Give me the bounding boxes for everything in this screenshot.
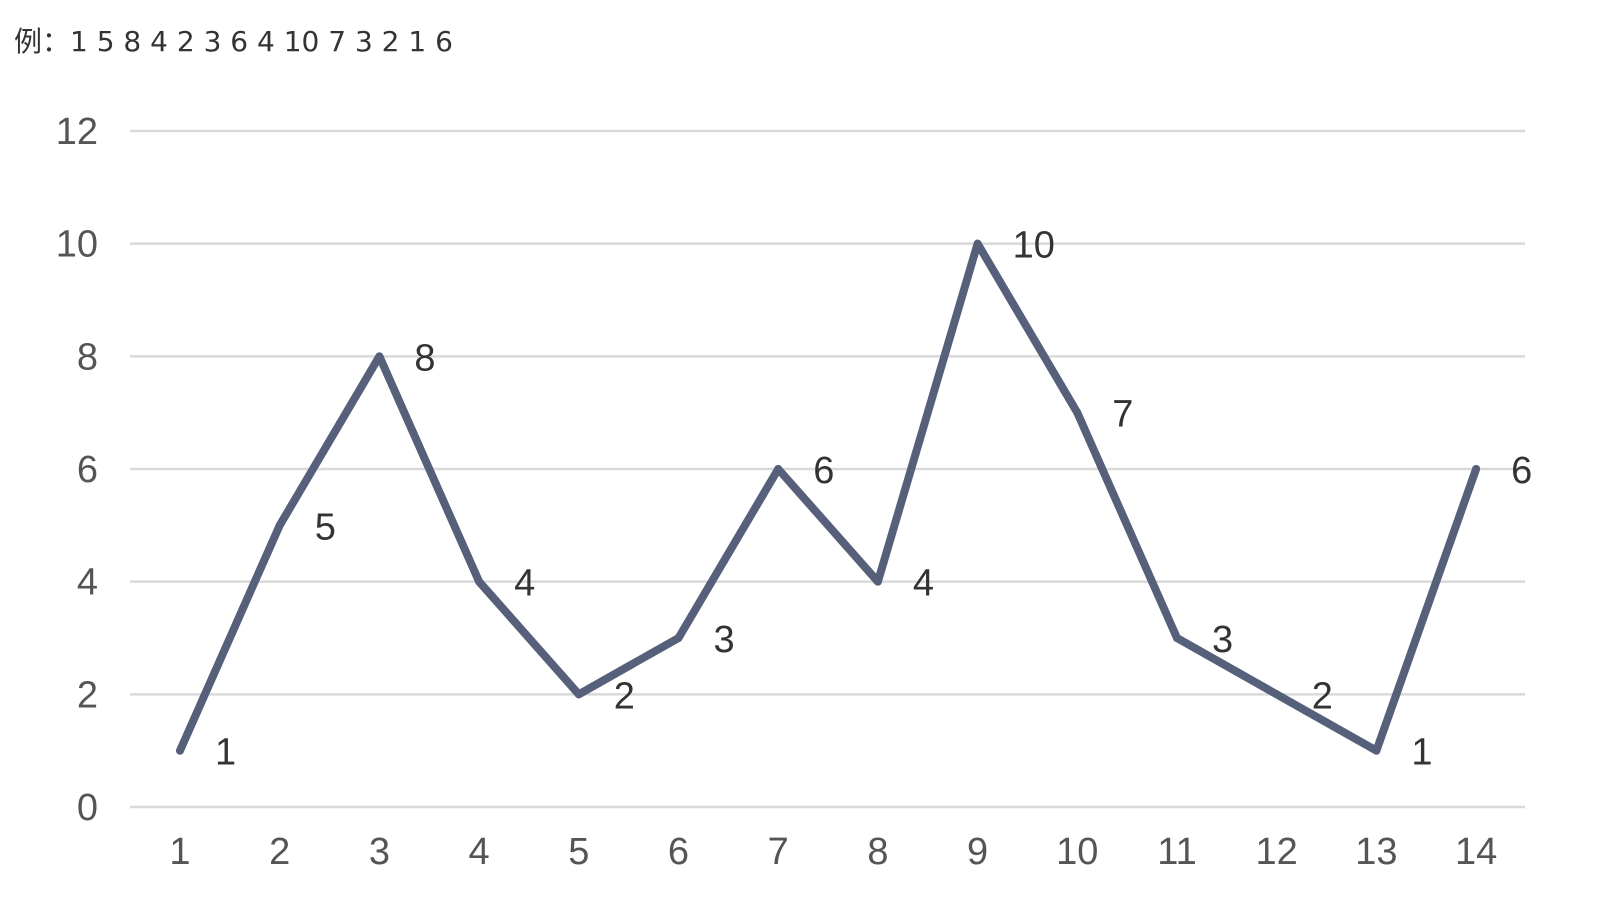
data-label: 2	[1312, 675, 1333, 717]
x-tick-label: 6	[668, 831, 689, 873]
data-label: 3	[1212, 619, 1233, 661]
x-axis-ticks: 1 2 3 4 5 6 7 8 9 10 11 12 13 14	[169, 831, 1497, 873]
data-point	[973, 239, 982, 248]
y-tick-label: 0	[77, 787, 98, 829]
y-axis-ticks: 0 2 4 6 8 10 12	[56, 111, 98, 829]
data-point	[774, 465, 783, 473]
data-label: 6	[1511, 450, 1532, 492]
y-tick-label: 8	[77, 336, 98, 378]
data-label: 5	[315, 506, 336, 548]
data-point	[176, 746, 184, 755]
y-tick-label: 12	[56, 111, 98, 153]
x-tick-label: 1	[169, 831, 190, 873]
data-point	[873, 577, 882, 586]
y-tick-label: 10	[56, 224, 98, 266]
x-tick-label: 4	[469, 831, 490, 873]
x-tick-label: 13	[1355, 831, 1397, 873]
data-point	[1472, 465, 1481, 473]
data-point	[1173, 634, 1181, 642]
x-tick-label: 5	[568, 831, 589, 873]
series-line	[176, 239, 1481, 755]
data-point	[674, 634, 683, 642]
data-label: 8	[414, 337, 435, 379]
data-label: 10	[1013, 225, 1055, 267]
grid-lines	[130, 129, 1525, 809]
data-label: 4	[913, 563, 934, 605]
data-label: 7	[1112, 394, 1133, 436]
x-tick-label: 8	[867, 831, 888, 873]
caption-text: 例：1 5 8 4 2 3 6 4 10 7 3 2 1 6	[14, 25, 453, 58]
y-tick-label: 6	[77, 449, 98, 491]
data-point	[375, 352, 384, 361]
x-tick-label: 10	[1056, 831, 1098, 873]
data-label: 6	[813, 450, 834, 492]
data-point	[275, 521, 284, 530]
x-tick-label: 9	[967, 831, 988, 873]
data-point	[1372, 746, 1381, 755]
data-labels: 1 5 8 4 2 3 6 4 10 7 3 2 1 6	[215, 225, 1532, 774]
y-tick-label: 4	[77, 562, 98, 604]
x-tick-label: 11	[1157, 831, 1196, 873]
data-point	[574, 690, 583, 699]
x-tick-label: 7	[768, 831, 789, 873]
data-point	[475, 577, 484, 586]
y-tick-label: 2	[77, 674, 98, 716]
data-point	[1272, 690, 1281, 699]
series-line-group	[176, 239, 1481, 755]
x-tick-label: 3	[369, 831, 390, 873]
data-label: 1	[1411, 732, 1432, 774]
x-tick-label: 14	[1455, 831, 1497, 873]
data-point	[1073, 408, 1082, 417]
data-label: 4	[514, 563, 535, 605]
x-tick-label: 12	[1256, 831, 1298, 873]
data-label: 1	[215, 732, 236, 774]
data-label: 3	[714, 619, 735, 661]
x-tick-label: 2	[269, 831, 290, 873]
data-label: 2	[614, 675, 635, 717]
